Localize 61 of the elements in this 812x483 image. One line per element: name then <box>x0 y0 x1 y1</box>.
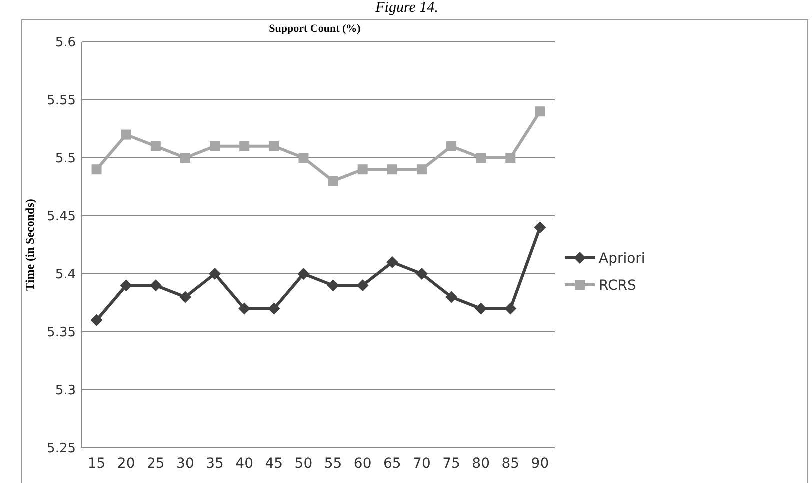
x-tick-label: 30 <box>176 456 194 472</box>
x-tick-label: 70 <box>413 456 431 472</box>
y-tick-label: 5.3 <box>55 384 76 399</box>
point <box>121 130 132 140</box>
y-tick-label: 5.45 <box>47 210 76 225</box>
legend-label: Apriori <box>599 250 646 267</box>
point <box>386 256 398 268</box>
legend-label: RCRS <box>599 278 637 294</box>
point <box>416 164 427 175</box>
x-tick-label: 15 <box>88 456 106 472</box>
point <box>90 314 103 326</box>
x-tick-label: 25 <box>146 456 165 472</box>
point <box>506 153 516 163</box>
y-axis-title: Time (in Seconds) <box>23 199 37 291</box>
x-tick-label: 35 <box>206 456 224 472</box>
x-tick-label: 85 <box>502 456 520 472</box>
point <box>209 268 222 280</box>
point <box>180 153 190 163</box>
x-tick-label: 60 <box>354 456 372 472</box>
point <box>240 141 250 152</box>
y-tick-label: 5.25 <box>47 442 76 457</box>
x-axis-title: Support Count (%) <box>269 23 362 35</box>
y-tick-label: 5.55 <box>47 94 76 109</box>
point <box>535 106 546 117</box>
point <box>446 291 458 304</box>
point <box>327 280 340 292</box>
y-tick-label: 5.4 <box>55 268 76 283</box>
point <box>298 268 310 280</box>
point <box>298 153 309 163</box>
point <box>358 164 368 175</box>
point <box>238 302 251 315</box>
y-tick-label: 5.5 <box>55 152 76 167</box>
point <box>120 280 132 292</box>
x-tick-label: 55 <box>324 456 342 472</box>
x-tick-label: 75 <box>442 456 460 472</box>
y-tick-label: 5.35 <box>47 326 76 341</box>
point <box>534 222 546 234</box>
point <box>475 302 488 315</box>
point <box>328 176 338 186</box>
point <box>210 141 220 152</box>
x-tick-label: 65 <box>383 456 402 472</box>
point <box>179 291 192 304</box>
point <box>504 302 517 315</box>
x-tick-label: 80 <box>472 456 490 472</box>
caption: Figure 14. <box>374 0 438 16</box>
point <box>356 280 369 292</box>
point <box>92 164 102 175</box>
point <box>476 153 486 163</box>
y-tick-label: 5.6 <box>55 36 76 51</box>
point <box>269 141 280 152</box>
point <box>150 141 161 152</box>
x-tick-label: 45 <box>265 456 284 472</box>
point <box>446 141 457 152</box>
x-tick-label: 40 <box>236 456 254 472</box>
point <box>387 164 398 175</box>
x-tick-label: 50 <box>294 456 313 472</box>
x-tick-label: 20 <box>117 456 136 472</box>
point <box>416 268 428 280</box>
x-tick-label: 90 <box>531 456 550 472</box>
point <box>268 302 280 315</box>
point <box>150 280 162 292</box>
